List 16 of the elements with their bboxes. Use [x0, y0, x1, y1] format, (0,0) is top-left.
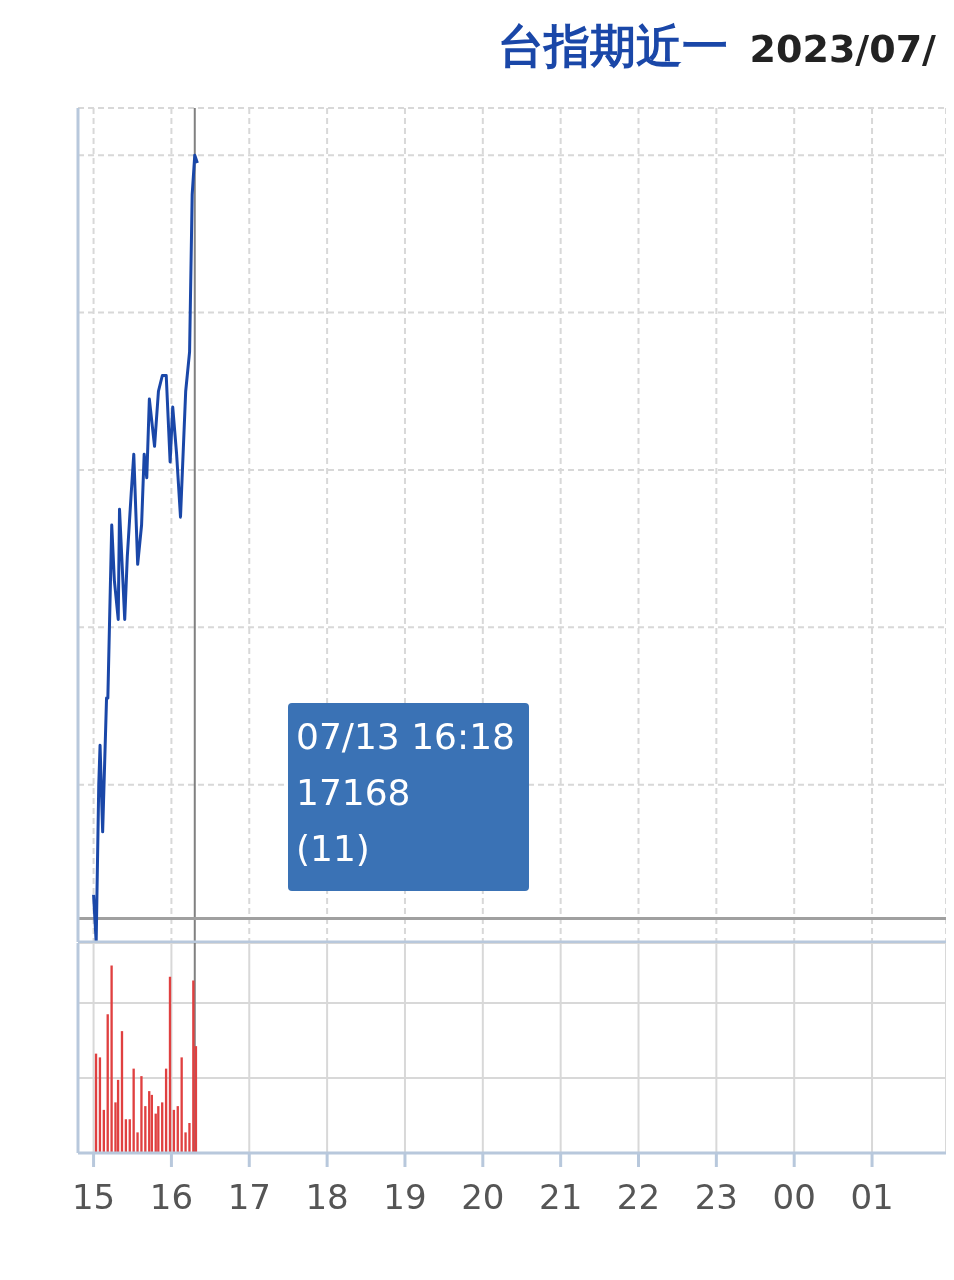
- chart-title: 台指期近一: [497, 19, 728, 73]
- x-tick-label: 23: [694, 1177, 738, 1218]
- chart-subtitle: 2023/07/: [749, 27, 936, 71]
- x-tick-label: 17: [227, 1177, 271, 1218]
- annotation: (11): [296, 827, 371, 871]
- x-tick-label: 19: [383, 1177, 427, 1218]
- x-tick-label: 18: [305, 1177, 349, 1218]
- x-tick-label: 01: [850, 1177, 894, 1218]
- x-tick-label: 21: [539, 1177, 583, 1218]
- x-tick-label: 00: [772, 1177, 816, 1218]
- annotation: 07/13 16:18: [296, 715, 515, 759]
- x-tick-label: 16: [149, 1177, 194, 1218]
- x-tick-label: 15: [71, 1177, 116, 1218]
- x-tick-label: 20: [461, 1177, 505, 1218]
- annotation: 17168: [296, 771, 412, 815]
- x-tick-label: 22: [616, 1177, 661, 1218]
